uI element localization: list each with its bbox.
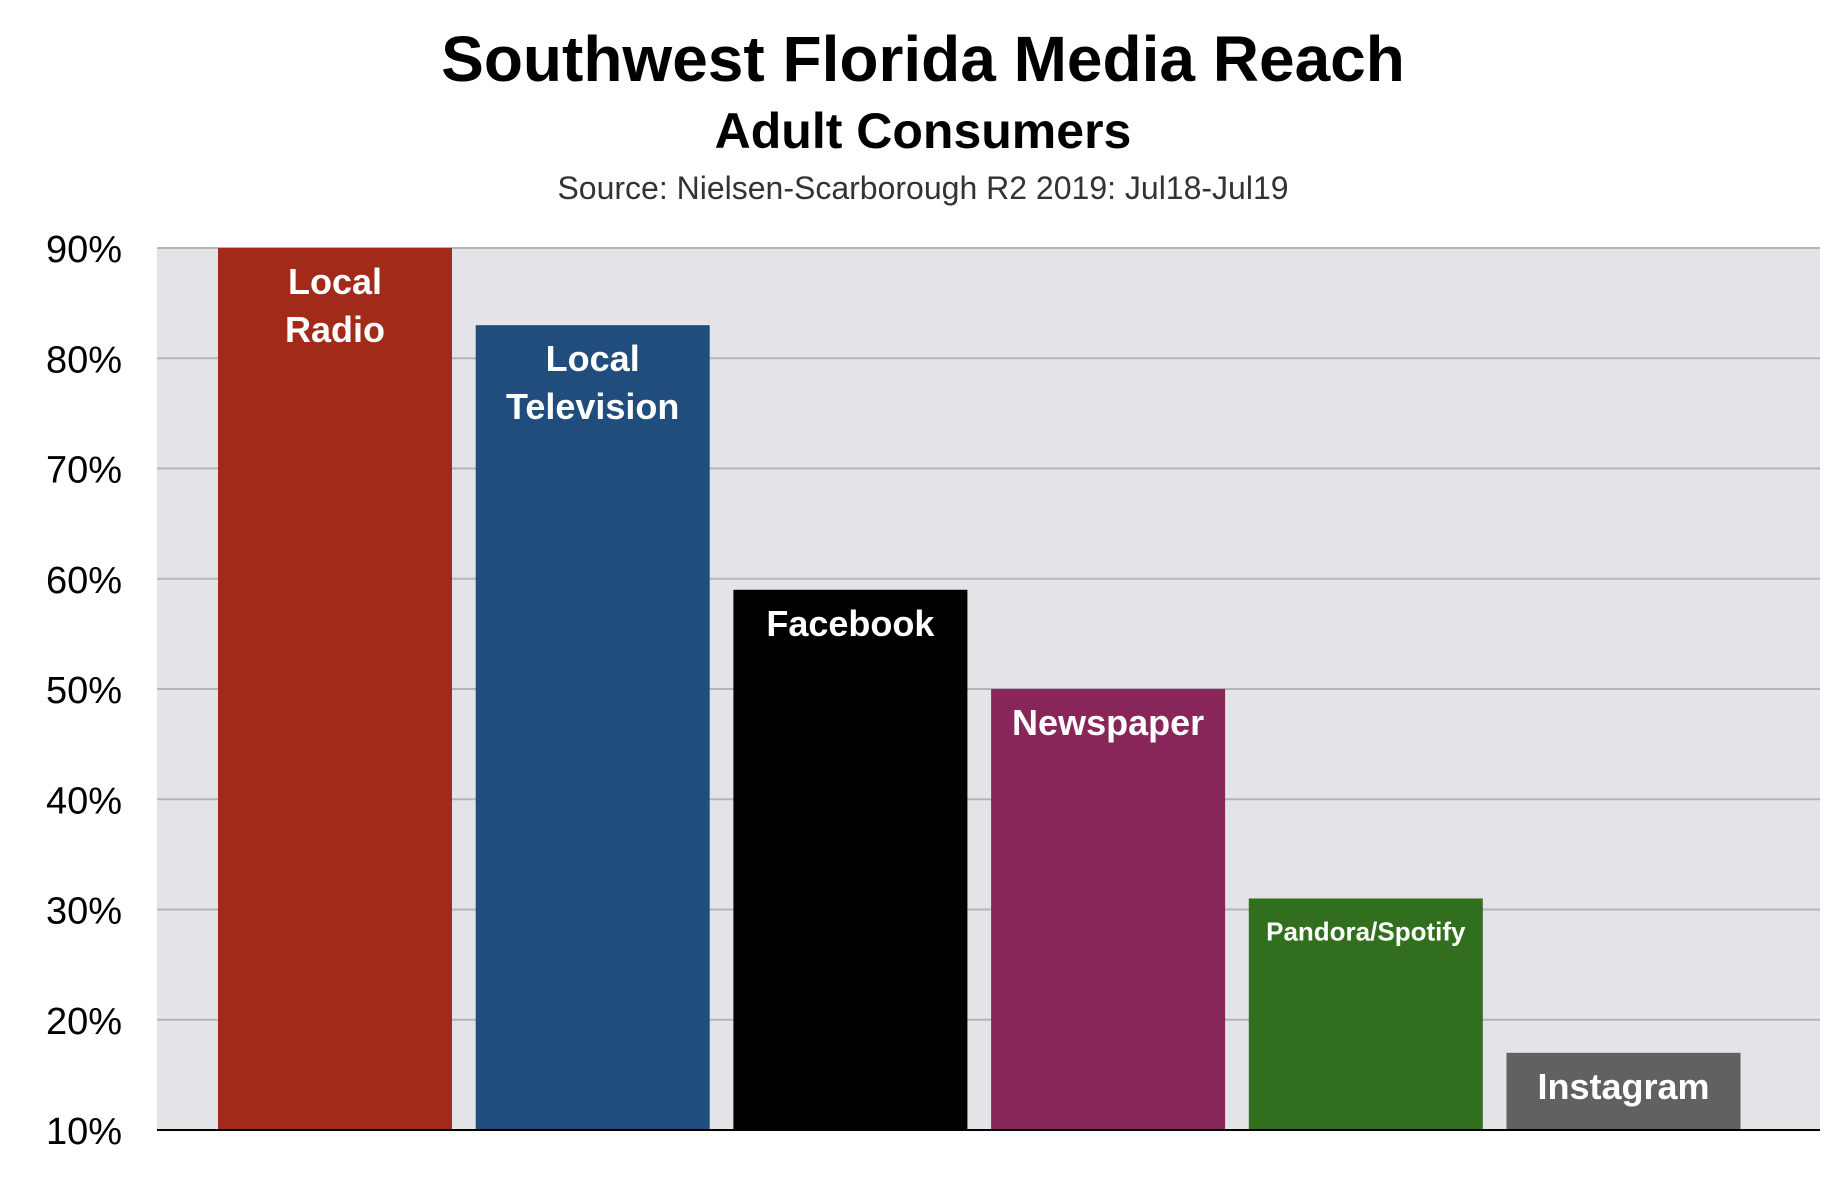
chart-subtitle: Adult Consumers (714, 103, 1132, 159)
bar-label: Local (546, 338, 640, 379)
bar (1506, 1052, 1741, 1130)
bar-label: Instagram (1537, 1066, 1709, 1107)
bar (218, 248, 452, 1130)
y-tick-label: 90% (46, 229, 122, 271)
bar-label: Radio (285, 309, 385, 350)
bar-label: Pandora/Spotify (1266, 916, 1466, 946)
y-tick-label: 60% (46, 560, 122, 602)
y-tick-label: 40% (46, 780, 122, 822)
bar (1248, 898, 1483, 1130)
y-tick-label: 50% (46, 670, 122, 712)
y-tick-label: 30% (46, 891, 122, 933)
bar (475, 325, 710, 1130)
chart-title: Southwest Florida Media Reach (441, 23, 1405, 95)
y-tick-label: 20% (46, 1001, 122, 1043)
chart-source: Source: Nielsen-Scarborough R2 2019: Jul… (557, 170, 1289, 206)
bar (991, 689, 1226, 1130)
bar-label: Facebook (766, 603, 935, 644)
y-tick-label: 10% (46, 1111, 122, 1153)
bar-label: Newspaper (1012, 702, 1204, 743)
bar (733, 589, 968, 1130)
y-tick-label: 80% (46, 339, 122, 381)
y-tick-label: 70% (46, 450, 122, 492)
bar-label: Local (288, 261, 382, 302)
bar-label: Television (506, 386, 679, 427)
